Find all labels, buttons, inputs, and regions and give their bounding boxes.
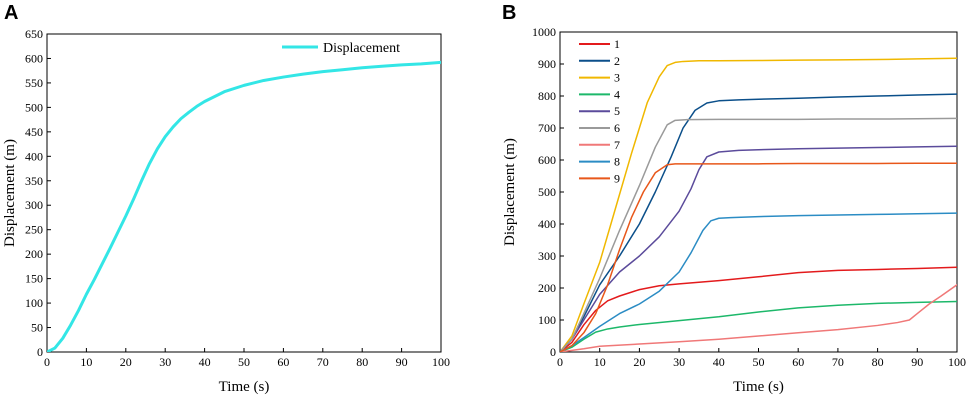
x-tick-label: 30 bbox=[159, 355, 171, 369]
x-tick-label: 70 bbox=[832, 355, 844, 369]
panel-a-chart: 0 10 20 30 40 50 60 70 80 90 100 0 50 100 150 200 250 300… bbox=[2, 27, 450, 395]
series-line-5 bbox=[560, 145, 957, 352]
x-tick-label: 50 bbox=[753, 355, 765, 369]
y-tick-label: 100 bbox=[25, 296, 43, 310]
legend-label: 4 bbox=[614, 87, 620, 101]
y-tick-label: 200 bbox=[25, 247, 43, 261]
legend-label: 9 bbox=[614, 171, 620, 185]
x-axis-title: Time (s) bbox=[219, 379, 270, 395]
y-tick-label: 0 bbox=[550, 345, 556, 359]
x-tick-label: 50 bbox=[238, 355, 250, 369]
x-tick-label: 80 bbox=[356, 355, 368, 369]
x-tick-label: 40 bbox=[199, 355, 211, 369]
series-line-8 bbox=[560, 212, 957, 352]
y-tick-label: 800 bbox=[538, 89, 556, 103]
y-tick-label: 300 bbox=[25, 198, 43, 212]
x-tick-label: 100 bbox=[948, 355, 966, 369]
y-tick-label: 200 bbox=[538, 281, 556, 295]
series-line-6 bbox=[560, 117, 957, 352]
x-tick-label: 10 bbox=[594, 355, 606, 369]
x-tick-label: 60 bbox=[277, 355, 289, 369]
y-tick-label: 550 bbox=[25, 76, 43, 90]
y-axis-title: Displacement (m) bbox=[2, 139, 18, 247]
x-tick-label: 80 bbox=[872, 355, 884, 369]
y-tick-label: 100 bbox=[538, 313, 556, 327]
series-line-1 bbox=[560, 266, 957, 352]
x-tick-label: 30 bbox=[673, 355, 685, 369]
y-tick-label: 400 bbox=[25, 149, 43, 163]
y-tick-label: 350 bbox=[25, 174, 43, 188]
legend-label: 6 bbox=[614, 121, 620, 135]
x-axis-title: Time (s) bbox=[733, 379, 784, 395]
legend-label: Displacement bbox=[323, 41, 400, 56]
x-tick-label: 10 bbox=[80, 355, 92, 369]
panel-a-letter: A bbox=[4, 2, 18, 24]
legend-label: 3 bbox=[614, 71, 620, 85]
x-tick-label: 0 bbox=[44, 355, 50, 369]
x-tick-label: 70 bbox=[317, 355, 329, 369]
y-tick-label: 500 bbox=[25, 100, 43, 114]
y-tick-label: 0 bbox=[37, 345, 43, 359]
x-tick-label: 90 bbox=[396, 355, 408, 369]
series-line-4 bbox=[560, 300, 957, 352]
y-tick-label: 700 bbox=[538, 121, 556, 135]
x-tick-label: 100 bbox=[432, 355, 450, 369]
y-tick-label: 600 bbox=[538, 153, 556, 167]
panel-b-letter: B bbox=[502, 2, 516, 24]
legend-label: 8 bbox=[614, 155, 620, 169]
x-tick-label: 0 bbox=[557, 355, 563, 369]
legend-label: 5 bbox=[614, 104, 620, 118]
series-line-displacement bbox=[47, 60, 441, 352]
y-tick-label: 300 bbox=[538, 249, 556, 263]
panel-b-chart: 0 10 20 30 40 50 60 70 80 90 100010020030040050060… bbox=[502, 25, 966, 395]
y-tick-label: 450 bbox=[25, 125, 43, 139]
series-line-7 bbox=[560, 284, 957, 352]
plot-frame bbox=[46, 33, 442, 353]
series-line-2 bbox=[560, 93, 957, 352]
x-tick-label: 20 bbox=[120, 355, 132, 369]
y-tick-label: 650 bbox=[25, 27, 43, 41]
y-tick-label: 400 bbox=[538, 217, 556, 231]
series-line-3 bbox=[560, 57, 957, 352]
x-tick-label: 20 bbox=[633, 355, 645, 369]
y-tick-label: 600 bbox=[25, 51, 43, 65]
x-tick-label: 60 bbox=[792, 355, 804, 369]
x-tick-label: 90 bbox=[911, 355, 923, 369]
y-tick-label: 50 bbox=[31, 321, 43, 335]
y-axis-title: Displacement (m) bbox=[502, 138, 518, 246]
legend-label: 7 bbox=[614, 138, 620, 152]
legend-label: 1 bbox=[614, 37, 620, 51]
y-tick-label: 900 bbox=[538, 57, 556, 71]
legend-label: 2 bbox=[614, 54, 620, 68]
x-tick-label: 40 bbox=[713, 355, 725, 369]
y-tick-label: 150 bbox=[25, 272, 43, 286]
series-line-9 bbox=[560, 162, 957, 352]
y-tick-label: 1000 bbox=[532, 25, 556, 39]
y-tick-label: 250 bbox=[25, 223, 43, 237]
y-tick-label: 500 bbox=[538, 185, 556, 199]
